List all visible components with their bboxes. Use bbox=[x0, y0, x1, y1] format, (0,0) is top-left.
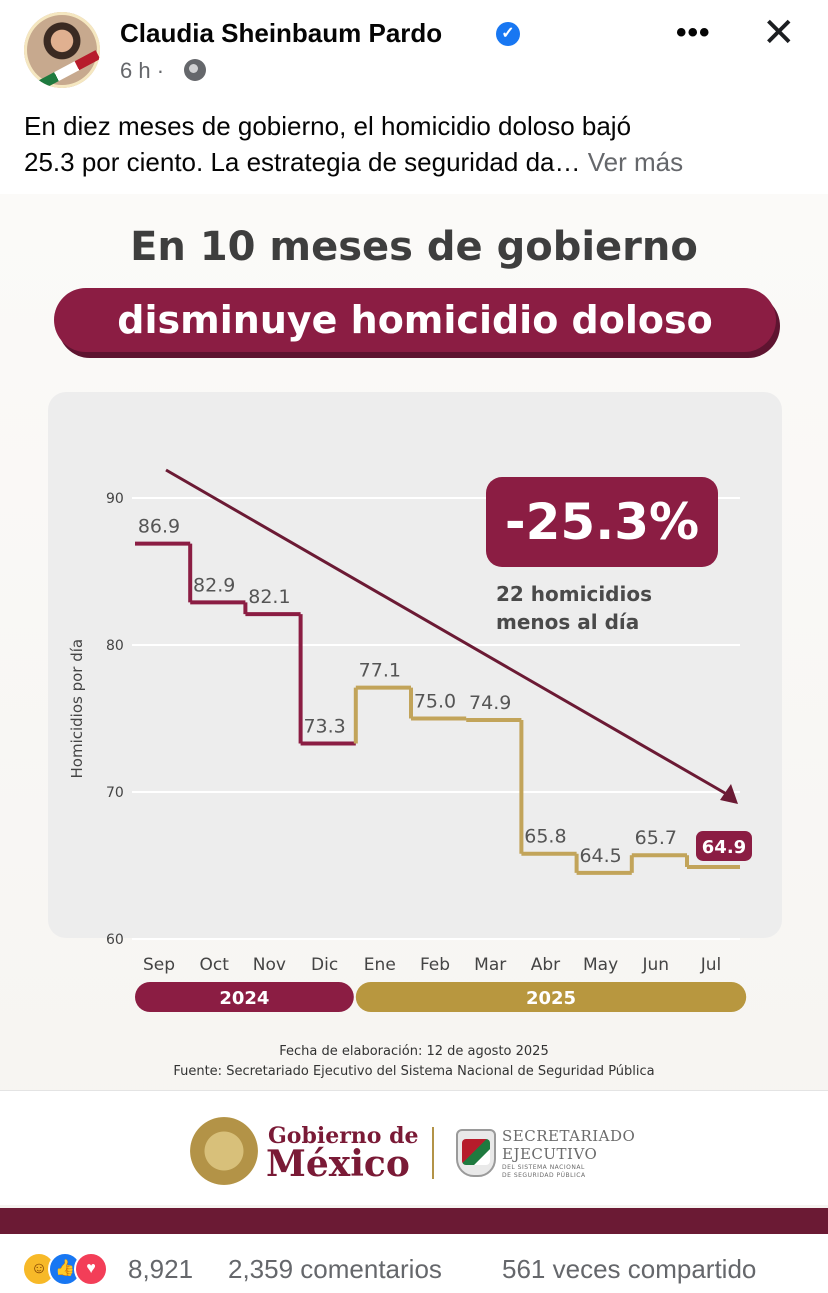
bottom-band bbox=[0, 1208, 828, 1234]
reactions-bar: ☺ 👍 ♥ 8,921 2,359 comentarios 561 veces … bbox=[0, 1240, 828, 1293]
reduction-badge-value: -25.3% bbox=[504, 493, 700, 551]
post-time-value[interactable]: 6 h bbox=[120, 58, 151, 83]
time-separator: · bbox=[156, 58, 165, 83]
more-options-icon[interactable]: ••• bbox=[676, 16, 711, 49]
y-axis-label: Homicidios por día bbox=[68, 639, 86, 779]
graphic-banner: disminuye homicidio doloso bbox=[54, 288, 776, 352]
trend-arrowhead-icon bbox=[720, 784, 738, 804]
y-tick-label: 60 bbox=[106, 932, 124, 948]
secretariado-line-2: EJECUTIVO bbox=[502, 1145, 598, 1163]
post-header: Claudia Sheinbaum Pardo ✓ 6 h · ••• ✕ bbox=[0, 0, 828, 100]
author-avatar[interactable] bbox=[24, 12, 100, 88]
see-more-link[interactable]: Ver más bbox=[587, 147, 684, 177]
reduction-badge: -25.3% bbox=[486, 477, 718, 567]
secretariado-line-3b: DE SEGURIDAD PÚBLICA bbox=[502, 1172, 586, 1179]
like-icon[interactable]: 👍 bbox=[48, 1252, 82, 1286]
date-note: Fecha de elaboración: 12 de agosto 2025 bbox=[279, 1044, 549, 1059]
year-bar bbox=[135, 982, 354, 1012]
x-tick-label: Sep bbox=[143, 955, 175, 975]
data-label: 64.5 bbox=[579, 845, 621, 867]
year-bar bbox=[355, 982, 747, 1012]
mexico-seal-icon bbox=[190, 1117, 258, 1185]
data-label: 65.8 bbox=[524, 826, 566, 848]
y-tick-label: 90 bbox=[106, 491, 124, 507]
data-label: 82.1 bbox=[248, 586, 290, 608]
data-label: 75.0 bbox=[414, 691, 456, 713]
data-label: 73.3 bbox=[303, 715, 345, 737]
government-footer: Gobierno de México SECRETARIADO EJECUTIV… bbox=[0, 1090, 828, 1205]
reduction-subtitle-line-2: menos al día bbox=[496, 610, 640, 634]
y-tick-label: 70 bbox=[106, 785, 124, 801]
reduction-subtitle-line-1: 22 homicidios bbox=[496, 582, 652, 606]
post-image[interactable]: En 10 meses de gobierno disminuye homici… bbox=[0, 194, 828, 1234]
year-label: 2024 bbox=[219, 988, 269, 1009]
author-name[interactable]: Claudia Sheinbaum Pardo bbox=[120, 18, 443, 48]
reaction-count[interactable]: 8,921 bbox=[128, 1254, 194, 1284]
verified-badge-icon: ✓ bbox=[496, 22, 520, 46]
data-label: 65.7 bbox=[635, 827, 677, 849]
data-label: 86.9 bbox=[138, 516, 180, 538]
x-tick-label: Nov bbox=[253, 955, 286, 975]
data-label: 77.1 bbox=[359, 660, 401, 682]
data-label: 74.9 bbox=[469, 692, 511, 714]
x-tick-label: Oct bbox=[199, 955, 229, 975]
secretariado-line-1: SECRETARIADO bbox=[502, 1127, 636, 1145]
year-label: 2025 bbox=[526, 988, 576, 1009]
comments-count[interactable]: 2,359 comentarios bbox=[228, 1254, 442, 1284]
shares-count[interactable]: 561 veces compartido bbox=[502, 1254, 757, 1284]
trend-line bbox=[165, 468, 731, 798]
secretariado-shield-icon bbox=[456, 1129, 496, 1177]
y-tick-label: 80 bbox=[106, 638, 124, 654]
data-label: 82.9 bbox=[193, 574, 235, 596]
x-tick-label: Ene bbox=[364, 955, 396, 975]
gobierno-label: Gobierno de bbox=[268, 1123, 419, 1149]
secretariado-line-3a: DEL SISTEMA NACIONAL bbox=[502, 1164, 585, 1171]
last-value-badge bbox=[696, 830, 752, 861]
post-caption: En diez meses de gobierno, el homicidio … bbox=[24, 108, 814, 180]
secretariado-line-3: DEL SISTEMA NACIONAL DE SEGURIDAD PÚBLIC… bbox=[502, 1164, 586, 1180]
x-tick-label: Jul bbox=[700, 955, 722, 975]
x-tick-label: Abr bbox=[531, 955, 560, 975]
close-icon[interactable]: ✕ bbox=[762, 11, 796, 55]
globe-icon bbox=[184, 59, 206, 81]
reduction-subtitle: 22 homicidios menos al día bbox=[496, 580, 736, 636]
homicide-chart: 60 70 80 90 Homicidios por día 86.9 82.9 82.1 73… bbox=[68, 468, 752, 1012]
post-time[interactable]: 6 h · bbox=[120, 58, 164, 84]
graphic-headline: En 10 meses de gobierno bbox=[130, 224, 698, 270]
caption-line-1: En diez meses de gobierno, el homicidio … bbox=[24, 111, 632, 141]
x-tick-label: Jun bbox=[642, 955, 670, 975]
data-label: 64.9 bbox=[702, 837, 746, 858]
x-tick-label: May bbox=[583, 955, 618, 975]
caption-line-2: 25.3 por ciento. La estrategia de seguri… bbox=[24, 147, 581, 177]
x-tick-label: Dic bbox=[311, 955, 338, 975]
love-icon[interactable]: ♥ bbox=[74, 1252, 108, 1286]
footer-divider bbox=[432, 1127, 434, 1179]
x-tick-label: Feb bbox=[420, 955, 450, 975]
mexico-label: México bbox=[266, 1143, 410, 1185]
graphic-banner-text: disminuye homicidio doloso bbox=[117, 298, 713, 342]
x-tick-label: Mar bbox=[474, 955, 506, 975]
source-note: Fuente: Secretariado Ejecutivo del Siste… bbox=[173, 1064, 655, 1079]
